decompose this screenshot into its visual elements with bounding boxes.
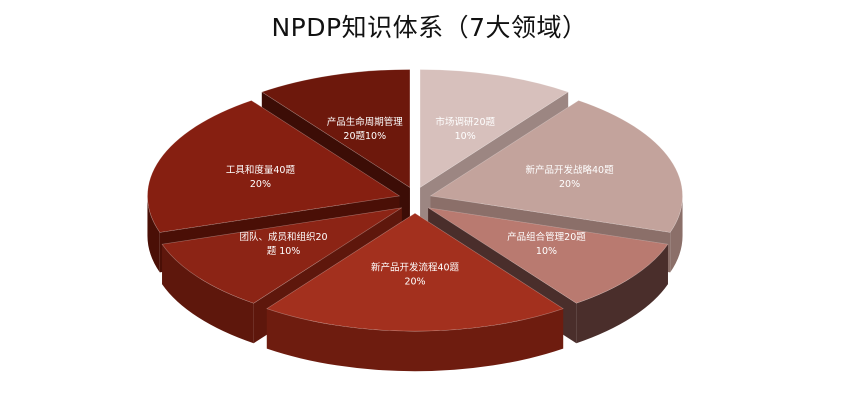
- pie-slice: [147, 100, 401, 233]
- pie-slice: [261, 69, 411, 188]
- slice-label: 新产品开发战略40题 20%: [526, 164, 615, 190]
- pie-slice: [266, 212, 564, 332]
- slice-label: 市场调研20题 10%: [435, 116, 495, 142]
- slice-label: 产品组合管理20题 10%: [507, 231, 586, 257]
- slice-label: 产品生命周期管理 20题10%: [327, 116, 404, 142]
- slice-label: 新产品开发流程40题 20%: [371, 262, 460, 288]
- pie-slice: [419, 69, 569, 188]
- slice-label: 工具和度量40题 20%: [226, 164, 296, 190]
- pie-slice: [161, 207, 402, 304]
- pie-slice: [428, 207, 669, 304]
- pie-slice: [429, 100, 683, 233]
- slice-label: 团队、成员和组织20 题 10%: [239, 231, 327, 257]
- chart-title: NPDP知识体系（7大领域）: [271, 13, 588, 42]
